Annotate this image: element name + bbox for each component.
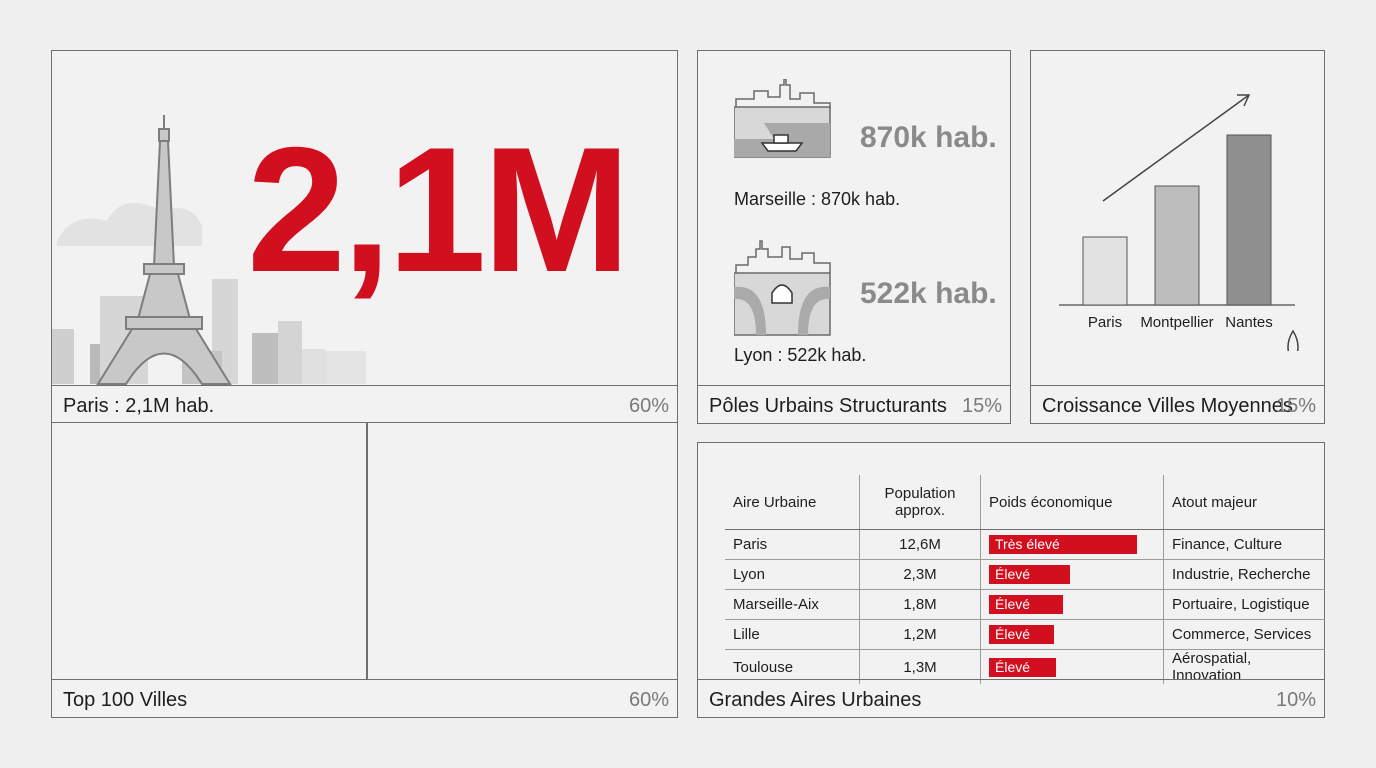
urban-areas-table: Aire Urbaine Population approx. Poids éc… bbox=[725, 475, 1325, 684]
lyon-population-value: 522k hab. bbox=[860, 277, 997, 310]
poles-panel-title: Pôles Urbains Structurants bbox=[709, 395, 947, 417]
cell-aire: Lyon bbox=[725, 559, 860, 590]
bar-label-nantes: Nantes bbox=[1225, 314, 1273, 331]
panel-divider bbox=[366, 423, 368, 680]
top100-panel-footer: Top 100 Villes 60% bbox=[52, 679, 677, 717]
cell-atout: Finance, Culture bbox=[1163, 529, 1325, 560]
marseille-harbor-icon bbox=[734, 79, 831, 158]
trend-arrow bbox=[1102, 94, 1250, 202]
eiffel-tower-icon bbox=[96, 128, 232, 385]
growth-panel-footer: Croissance Villes Moyennes 15% bbox=[1031, 385, 1324, 423]
paris-panel-title: Paris : 2,1M hab. bbox=[63, 395, 215, 417]
lyon-bridge-icon bbox=[734, 240, 831, 336]
urban-areas-title: Grandes Aires Urbaines bbox=[709, 689, 922, 711]
col-header-atout: Atout majeur bbox=[1163, 475, 1325, 530]
top100-panel-percent: 60% bbox=[628, 689, 669, 711]
cell-population: 12,6M bbox=[859, 529, 981, 560]
cell-atout: Industrie, Recherche bbox=[1163, 559, 1325, 590]
poles-panel-footer: Pôles Urbains Structurants 15% bbox=[698, 385, 1010, 423]
bar-label-paris: Paris bbox=[1087, 314, 1123, 331]
top100-panel: Top 100 Villes 60% bbox=[51, 422, 678, 718]
bar-label-montpellier: Montpellier bbox=[1140, 314, 1214, 331]
trend-arrowhead bbox=[1237, 94, 1251, 107]
growth-panel-percent: 15% bbox=[1275, 395, 1316, 417]
table-row: Lyon 2,3M Élevé Industrie, Recherche bbox=[725, 559, 1325, 590]
paris-panel-percent: 60% bbox=[628, 395, 669, 417]
top100-panel-title: Top 100 Villes bbox=[63, 689, 188, 711]
cell-population: 2,3M bbox=[859, 559, 981, 590]
cell-population: 1,2M bbox=[859, 619, 981, 650]
cell-population: 1,8M bbox=[859, 589, 981, 620]
cell-aire: Lille bbox=[725, 619, 860, 650]
cell-population: 1,3M bbox=[859, 649, 981, 684]
cell-poids: Élevé bbox=[980, 589, 1164, 620]
col-header-population: Population approx. bbox=[859, 475, 981, 530]
urban-areas-footer: Grandes Aires Urbaines 10% bbox=[698, 679, 1324, 717]
growth-bar-chart bbox=[1059, 94, 1299, 351]
cell-aire: Paris bbox=[725, 529, 860, 560]
leaf-icon bbox=[1287, 329, 1299, 351]
col-header-aire: Aire Urbaine bbox=[725, 475, 860, 530]
paris-skyline-illustration bbox=[52, 115, 366, 385]
poids-bar: Élevé bbox=[989, 657, 1056, 677]
lyon-label: Lyon : 522k hab. bbox=[734, 345, 867, 365]
paris-population-figure: 2,1M bbox=[247, 110, 631, 309]
cell-poids: Élevé bbox=[980, 649, 1164, 684]
marseille-population-value: 870k hab. bbox=[860, 121, 997, 154]
paris-panel-footer: Paris : 2,1M hab. 60% bbox=[52, 385, 677, 423]
poids-bar: Élevé bbox=[989, 625, 1054, 644]
urban-areas-panel: Aire Urbaine Population approx. Poids éc… bbox=[697, 442, 1325, 718]
marseille-label: Marseille : 870k hab. bbox=[734, 189, 901, 209]
table-row: Marseille-Aix 1,8M Élevé Portuaire, Logisti… bbox=[725, 589, 1325, 620]
poids-bar: Élevé bbox=[989, 565, 1070, 584]
growth-panel-title: Croissance Villes Moyennes bbox=[1042, 395, 1293, 417]
paris-panel: 2,1M Paris : 2,1M hab. 60% bbox=[51, 50, 678, 424]
cell-poids: Très élevé bbox=[980, 529, 1164, 560]
bar-paris bbox=[1082, 236, 1128, 306]
bar-nantes bbox=[1226, 134, 1272, 306]
poles-panel-percent: 15% bbox=[961, 395, 1002, 417]
bar-montpellier bbox=[1154, 185, 1200, 306]
cell-atout: Commerce, Services bbox=[1163, 619, 1325, 650]
table-row: Paris 12,6M Très élevé Finance, Culture bbox=[725, 529, 1325, 560]
poids-bar: Très élevé bbox=[989, 535, 1137, 554]
growth-panel: Paris Montpellier Nantes Croissance Villes… bbox=[1030, 50, 1325, 424]
cell-atout: Portuaire, Logistique bbox=[1163, 589, 1325, 620]
poles-panel: 870k hab. Marseille : 870k hab. 522k hab… bbox=[697, 50, 1011, 424]
poids-bar: Élevé bbox=[989, 595, 1063, 614]
cell-aire: Toulouse bbox=[733, 658, 794, 676]
table-header-row: Aire Urbaine Population approx. Poids éc… bbox=[725, 475, 1325, 530]
table-row: Lille 1,2M Élevé Commerce, Services bbox=[725, 619, 1325, 650]
col-header-poids: Poids économique bbox=[980, 475, 1164, 530]
urban-areas-percent: 10% bbox=[1275, 689, 1316, 711]
cell-poids: Élevé bbox=[980, 559, 1164, 590]
cell-aire: Marseille-Aix bbox=[725, 589, 860, 620]
cell-poids: Élevé bbox=[980, 619, 1164, 650]
